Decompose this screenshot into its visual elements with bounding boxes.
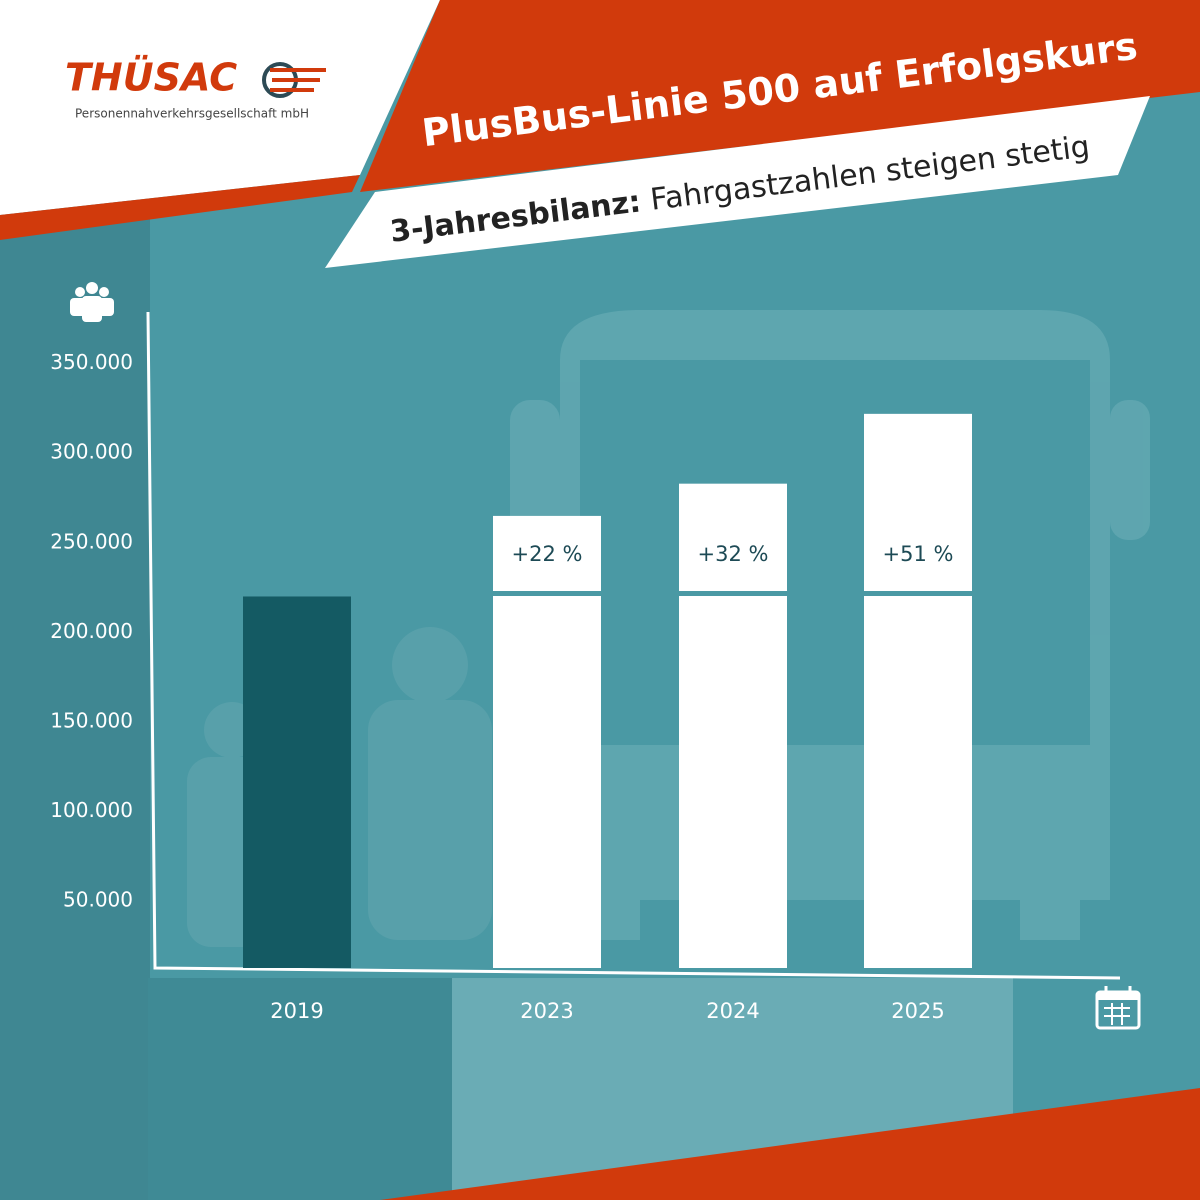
year-band-dark <box>148 978 452 1200</box>
footer-stripe <box>380 1088 1200 1200</box>
logo-tagline: Personennahverkehrsgesellschaft mbH <box>75 107 309 121</box>
y-tick-label: 150.000 <box>50 708 133 732</box>
bar <box>679 483 787 968</box>
y-tick-label: 250.000 <box>50 529 133 553</box>
logo-name: THÜSAC <box>65 56 237 100</box>
bar <box>243 596 351 968</box>
y-tick-label: 300.000 <box>50 440 133 464</box>
bar <box>864 413 972 968</box>
y-tick-label: 200.000 <box>50 619 133 643</box>
y-tick-label: 350.000 <box>50 350 133 374</box>
bar <box>493 515 601 968</box>
x-tick-label: 2025 <box>891 999 944 1023</box>
growth-label: +22 % <box>512 542 583 566</box>
growth-label: +51 % <box>883 542 954 566</box>
y-tick-label: 100.000 <box>50 798 133 822</box>
calendar-icon <box>1095 986 1141 1030</box>
plot: 50.000 100.000 150.000 200.000 250.000 300.00… <box>50 350 972 1023</box>
header-stripe <box>0 175 360 240</box>
subtitle-banner <box>325 96 1150 268</box>
axis-line <box>146 311 1121 980</box>
title-banner <box>360 0 1200 192</box>
left-shade <box>0 200 150 1200</box>
growth-label: +32 % <box>698 542 769 566</box>
people-icon <box>70 282 114 322</box>
x-tick-label: 2019 <box>270 999 323 1023</box>
logo-mark <box>262 62 326 98</box>
x-tick-label: 2024 <box>706 999 759 1023</box>
x-tick-label: 2023 <box>520 999 573 1023</box>
header-white <box>0 0 440 215</box>
y-tick-label: 50.000 <box>63 887 133 911</box>
